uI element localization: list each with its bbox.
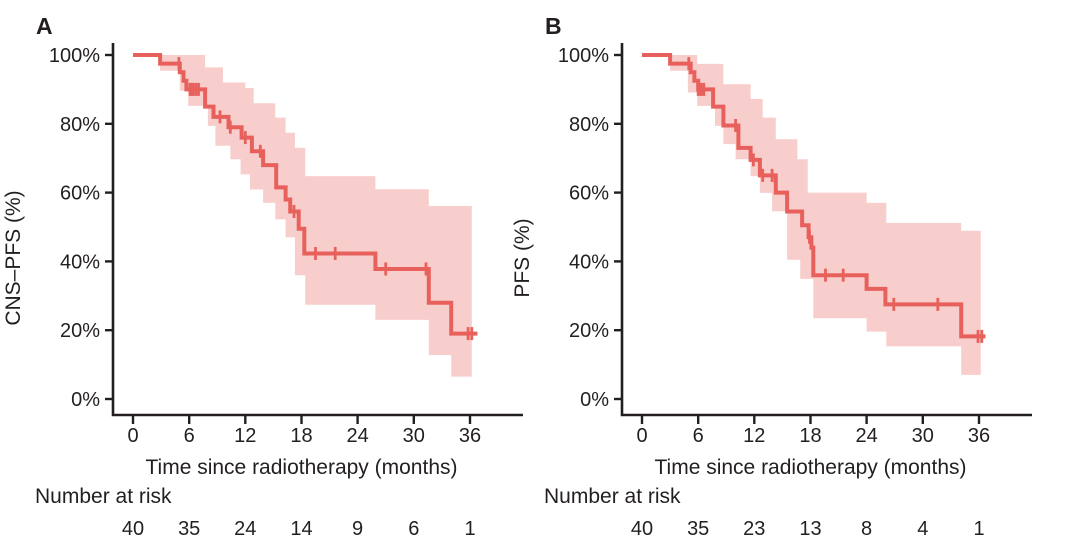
at-risk-count: 35 [178, 518, 200, 540]
number-at-risk-label: Number at risk [35, 485, 172, 508]
y-axis-title: PFS (%) [511, 218, 534, 297]
axis-lines [620, 43, 1032, 417]
x-tick-label: 18 [290, 425, 312, 447]
at-risk-count: 35 [687, 518, 709, 540]
panel-letter: B [545, 13, 562, 39]
x-tick-label: 36 [968, 425, 990, 447]
at-risk-count: 8 [861, 518, 872, 540]
x-tick-label: 36 [459, 425, 481, 447]
x-tick-label: 24 [346, 425, 368, 447]
at-risk-count: 40 [122, 518, 144, 540]
axis-lines [111, 43, 523, 417]
y-tick-label: 0% [71, 389, 100, 411]
x-axis-title: Time since radiotherapy (months) [145, 456, 457, 479]
at-risk-count: 1 [973, 518, 984, 540]
x-tick-label: 30 [403, 425, 425, 447]
at-risk-count: 13 [799, 518, 821, 540]
at-risk-count: 40 [631, 518, 653, 540]
x-tick-label: 0 [636, 425, 647, 447]
at-risk-count: 14 [290, 518, 312, 540]
x-tick-label: 30 [912, 425, 934, 447]
x-tick-label: 24 [855, 425, 877, 447]
at-risk-count: 6 [408, 518, 419, 540]
y-tick-label: 80% [60, 114, 100, 136]
at-risk-count: 4 [917, 518, 928, 540]
y-tick-label: 40% [60, 251, 100, 273]
y-tick-label: 0% [580, 389, 609, 411]
at-risk-count: 23 [743, 518, 765, 540]
x-tick-label: 6 [693, 425, 704, 447]
y-tick-label: 100% [49, 45, 100, 67]
x-tick-label: 18 [799, 425, 821, 447]
y-tick-label: 40% [569, 251, 609, 273]
confidence-band [160, 55, 472, 377]
x-tick-label: 12 [743, 425, 765, 447]
y-tick-label: 100% [558, 45, 609, 67]
y-tick-label: 20% [60, 320, 100, 342]
y-tick-label: 20% [569, 320, 609, 342]
y-tick-label: 60% [569, 183, 609, 205]
x-tick-label: 0 [127, 425, 138, 447]
x-axis-title: Time since radiotherapy (months) [654, 456, 966, 479]
y-axis-title: CNS–PFS (%) [2, 190, 25, 325]
panel-letter: A [36, 13, 53, 39]
survival-curve [642, 53, 986, 339]
number-at-risk-label: Number at risk [544, 485, 681, 508]
y-tick-label: 80% [569, 114, 609, 136]
x-tick-label: 6 [184, 425, 195, 447]
x-tick-label: 12 [234, 425, 256, 447]
at-risk-count: 24 [234, 518, 256, 540]
y-tick-label: 60% [60, 183, 100, 205]
at-risk-count: 9 [352, 518, 363, 540]
survival-curve [133, 53, 478, 336]
confidence-band [670, 55, 981, 375]
at-risk-count: 1 [464, 518, 475, 540]
